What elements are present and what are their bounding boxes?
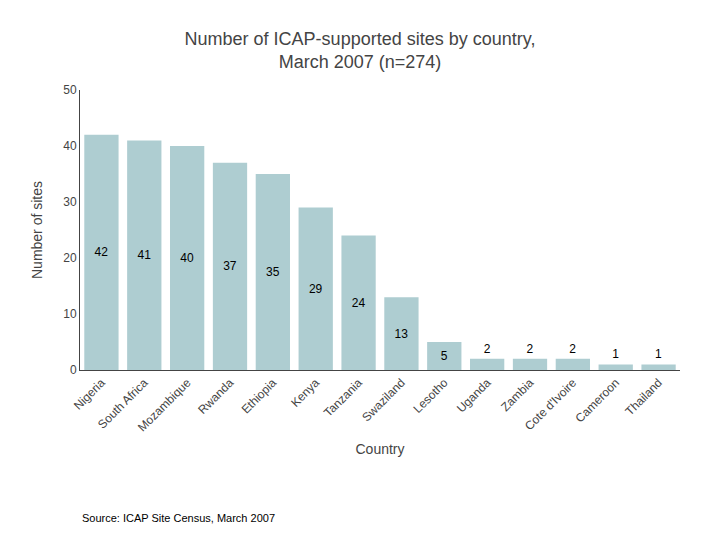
svg-text:35: 35 (266, 265, 280, 279)
svg-text:Cameroon: Cameroon (573, 376, 623, 426)
svg-text:20: 20 (63, 251, 77, 265)
svg-text:41: 41 (137, 248, 151, 262)
svg-text:Uganda: Uganda (454, 376, 494, 416)
svg-text:Number of sites: Number of sites (29, 181, 45, 279)
svg-text:24: 24 (352, 296, 366, 310)
svg-text:Zambia: Zambia (498, 376, 536, 414)
svg-text:Nigeria: Nigeria (71, 376, 108, 413)
svg-text:Source: ICAP Site Census, Marc: Source: ICAP Site Census, March 2007 (82, 512, 275, 524)
svg-text:42: 42 (95, 245, 109, 259)
svg-text:30: 30 (63, 195, 77, 209)
svg-text:2: 2 (484, 342, 491, 356)
svg-text:South Africa: South Africa (95, 376, 151, 432)
svg-text:37: 37 (223, 259, 237, 273)
svg-text:Number of ICAP-supported sites: Number of ICAP-supported sites by countr… (185, 29, 536, 72)
svg-text:Country: Country (355, 441, 404, 457)
svg-text:13: 13 (395, 327, 409, 341)
svg-text:1: 1 (655, 347, 662, 361)
svg-text:10: 10 (63, 307, 77, 321)
svg-text:0: 0 (70, 363, 77, 377)
svg-text:Tanzania: Tanzania (321, 376, 365, 420)
svg-text:1: 1 (612, 347, 619, 361)
svg-text:Rwanda: Rwanda (195, 376, 236, 417)
svg-text:40: 40 (63, 139, 77, 153)
svg-text:Mozambique: Mozambique (135, 376, 194, 435)
svg-text:Lesotho: Lesotho (411, 376, 451, 416)
svg-text:29: 29 (309, 282, 323, 296)
svg-text:Thailand: Thailand (622, 376, 664, 418)
svg-text:Ethiopia: Ethiopia (239, 376, 280, 417)
svg-text:2: 2 (527, 342, 534, 356)
svg-text:5: 5 (441, 349, 448, 363)
svg-text:Kenya: Kenya (288, 376, 322, 410)
svg-text:40: 40 (180, 251, 194, 265)
svg-text:2: 2 (569, 342, 576, 356)
svg-text:50: 50 (63, 83, 77, 97)
svg-text:Swaziland: Swaziland (359, 376, 408, 425)
svg-text:Cote d'Ivoire: Cote d'Ivoire (522, 376, 579, 433)
